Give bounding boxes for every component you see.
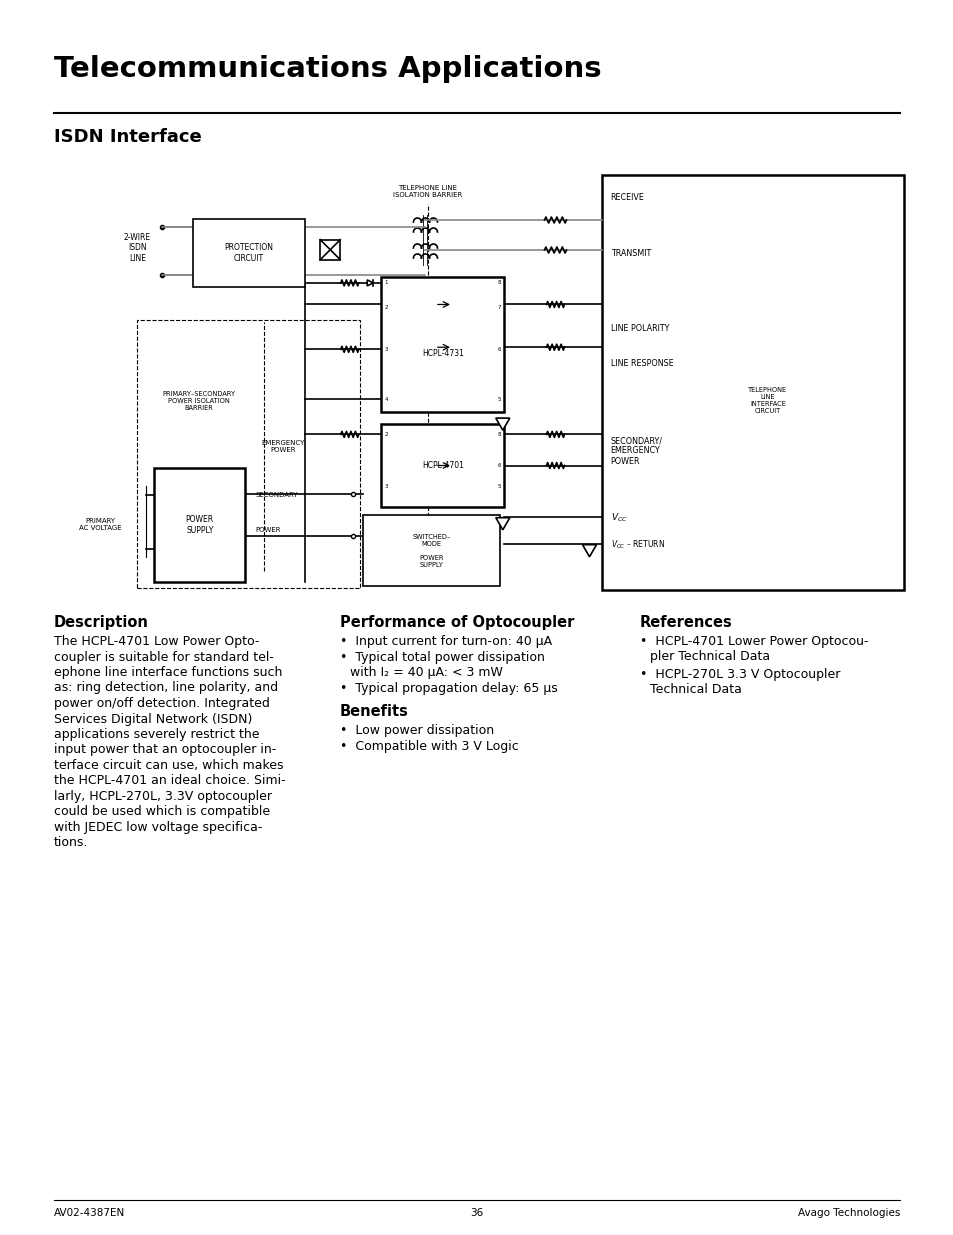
Text: 1: 1 <box>384 280 387 285</box>
Text: •  HCPL-4701 Lower Power Optocou-: • HCPL-4701 Lower Power Optocou- <box>639 635 867 648</box>
Text: TELEPHONE
LINE
INTERFACE
CIRCUIT: TELEPHONE LINE INTERFACE CIRCUIT <box>748 387 787 414</box>
Text: terface circuit can use, which makes: terface circuit can use, which makes <box>54 760 283 772</box>
Text: the HCPL-4701 an ideal choice. Simi-: the HCPL-4701 an ideal choice. Simi- <box>54 774 285 788</box>
Text: 36: 36 <box>470 1208 483 1218</box>
Text: 3: 3 <box>384 484 387 489</box>
Text: •  HCPL-270L 3.3 V Optocoupler: • HCPL-270L 3.3 V Optocoupler <box>639 668 840 680</box>
Bar <box>137 320 359 588</box>
Text: $V_{CC}$: $V_{CC}$ <box>610 511 627 524</box>
Text: The HCPL-4701 Low Power Opto-: The HCPL-4701 Low Power Opto- <box>54 635 259 648</box>
Text: 2-WIRE
ISDN
LINE: 2-WIRE ISDN LINE <box>124 232 151 263</box>
Text: 2: 2 <box>384 432 387 437</box>
Text: 6: 6 <box>497 347 501 352</box>
Text: ISDN Interface: ISDN Interface <box>54 128 201 146</box>
Text: $V_{CC}$ – RETURN: $V_{CC}$ – RETURN <box>610 538 664 551</box>
Text: References: References <box>639 615 732 630</box>
Text: coupler is suitable for standard tel-: coupler is suitable for standard tel- <box>54 651 274 663</box>
Text: LINE RESPONSE: LINE RESPONSE <box>610 359 673 368</box>
Text: 6: 6 <box>497 463 501 468</box>
Bar <box>320 240 340 259</box>
Text: SECONDARY: SECONDARY <box>255 492 297 498</box>
Bar <box>154 468 245 582</box>
Text: input power that an optocoupler in-: input power that an optocoupler in- <box>54 743 276 757</box>
Text: Description: Description <box>54 615 149 630</box>
Polygon shape <box>496 419 509 430</box>
Text: as: ring detection, line polarity, and: as: ring detection, line polarity, and <box>54 682 278 694</box>
Text: •  Compatible with 3 V Logic: • Compatible with 3 V Logic <box>339 740 518 753</box>
Text: tions.: tions. <box>54 836 89 850</box>
Text: could be used which is compatible: could be used which is compatible <box>54 805 270 819</box>
Text: 8: 8 <box>497 432 501 437</box>
Text: larly, HCPL-270L, 3.3V optocoupler: larly, HCPL-270L, 3.3V optocoupler <box>54 790 272 803</box>
Text: POWER
SUPPLY: POWER SUPPLY <box>186 515 213 535</box>
Text: 5: 5 <box>497 396 501 401</box>
Text: •  Typical propagation delay: 65 μs: • Typical propagation delay: 65 μs <box>339 682 558 695</box>
Text: HCPL-4701: HCPL-4701 <box>421 461 463 471</box>
Bar <box>381 424 504 508</box>
Text: TRANSMIT: TRANSMIT <box>610 249 650 258</box>
Bar <box>601 175 903 590</box>
Text: RECEIVE: RECEIVE <box>610 194 644 203</box>
Text: LINE POLARITY: LINE POLARITY <box>610 324 668 333</box>
Text: applications severely restrict the: applications severely restrict the <box>54 727 259 741</box>
Text: SWITCHED–
MODE

POWER
SUPPLY: SWITCHED– MODE POWER SUPPLY <box>412 534 450 568</box>
Text: POWER: POWER <box>255 527 280 532</box>
Text: HCPL-4731: HCPL-4731 <box>421 350 463 358</box>
Text: Benefits: Benefits <box>339 704 409 719</box>
Text: •  Input current for turn-on: 40 μA: • Input current for turn-on: 40 μA <box>339 635 552 648</box>
Bar <box>381 277 504 411</box>
Text: power on/off detection. Integrated: power on/off detection. Integrated <box>54 697 270 710</box>
Polygon shape <box>367 280 373 285</box>
Text: Performance of Optocoupler: Performance of Optocoupler <box>339 615 574 630</box>
Polygon shape <box>582 545 596 557</box>
Text: 7: 7 <box>497 305 501 310</box>
Text: with JEDEC low voltage specifica-: with JEDEC low voltage specifica- <box>54 821 262 834</box>
Text: TELEPHONE LINE
ISOLATION BARRIER: TELEPHONE LINE ISOLATION BARRIER <box>393 185 462 198</box>
Text: 5: 5 <box>497 484 501 489</box>
Bar <box>362 515 499 585</box>
Text: Telecommunications Applications: Telecommunications Applications <box>54 56 601 83</box>
Text: 3: 3 <box>384 347 387 352</box>
Text: Technical Data: Technical Data <box>649 683 741 697</box>
Text: AV02-4387EN: AV02-4387EN <box>54 1208 125 1218</box>
Text: Services Digital Network (ISDN): Services Digital Network (ISDN) <box>54 713 253 725</box>
Polygon shape <box>496 517 509 530</box>
Text: pler Technical Data: pler Technical Data <box>649 650 769 663</box>
Text: 2: 2 <box>384 305 387 310</box>
Text: Avago Technologies: Avago Technologies <box>797 1208 899 1218</box>
Bar <box>193 219 304 287</box>
Text: ephone line interface functions such: ephone line interface functions such <box>54 666 282 679</box>
Text: PRIMARY
AC VOLTAGE: PRIMARY AC VOLTAGE <box>79 519 122 531</box>
Text: PROTECTION
CIRCUIT: PROTECTION CIRCUIT <box>224 243 273 263</box>
Text: SECONDARY/
EMERGENCY
POWER: SECONDARY/ EMERGENCY POWER <box>610 436 662 466</box>
Text: 8: 8 <box>497 280 501 285</box>
Text: with I₂ = 40 μA: < 3 mW: with I₂ = 40 μA: < 3 mW <box>350 666 502 679</box>
Text: 4: 4 <box>384 396 387 401</box>
Text: PRIMARY–SECONDARY
POWER ISOLATION
BARRIER: PRIMARY–SECONDARY POWER ISOLATION BARRIE… <box>162 391 234 411</box>
Text: •  Typical total power dissipation: • Typical total power dissipation <box>339 651 544 664</box>
Text: •  Low power dissipation: • Low power dissipation <box>339 724 494 737</box>
Text: EMERGENCY
POWER: EMERGENCY POWER <box>261 441 305 453</box>
